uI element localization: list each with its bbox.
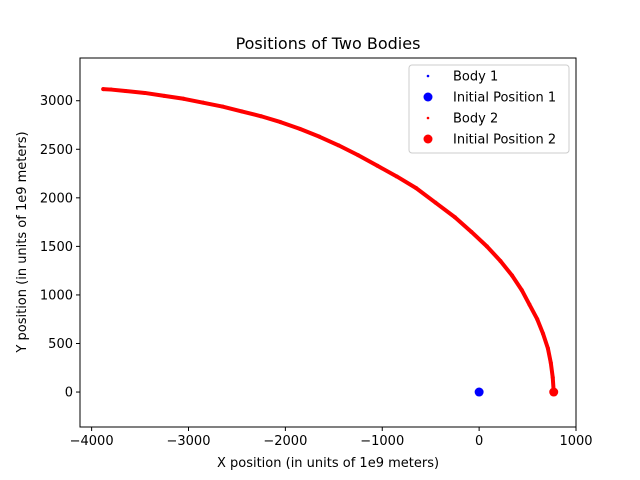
data-point (549, 387, 559, 397)
data-point (474, 387, 484, 397)
y-tick-label: 1000 (40, 288, 73, 303)
y-axis-label: Y position (in units of 1e9 meters) (15, 131, 30, 353)
data-point (519, 288, 524, 293)
data-point (297, 126, 302, 131)
y-tick-label: 1500 (40, 240, 73, 255)
x-tick-label: −2000 (263, 434, 307, 449)
data-point (548, 360, 553, 365)
data-point (452, 215, 457, 220)
series-layer (101, 87, 559, 397)
y-tick-label: 0 (65, 386, 73, 401)
data-point (123, 89, 128, 94)
data-point (394, 174, 399, 179)
data-point (541, 331, 546, 336)
data-point (510, 273, 515, 278)
data-point (181, 96, 186, 101)
series-3 (549, 387, 559, 397)
legend-label: Body 2 (453, 112, 498, 127)
data-point (142, 90, 147, 95)
legend-label: Body 1 (453, 70, 498, 85)
y-tick-label: 2500 (40, 143, 73, 158)
data-point (356, 153, 361, 158)
data-point (201, 100, 206, 105)
data-point (414, 186, 419, 191)
legend-marker (423, 92, 433, 102)
data-point (484, 244, 489, 249)
y-tick-label: 2000 (40, 191, 73, 206)
data-point (375, 163, 380, 168)
x-tick-label: −1000 (360, 434, 404, 449)
legend-entries: Body 1 Initial Position 1 Body 2 Initial Po… (423, 70, 556, 148)
data-point (550, 375, 555, 380)
data-point (259, 114, 264, 119)
x-tick-label: −3000 (167, 434, 211, 449)
data-point (317, 134, 322, 139)
x-tick-label: −4000 (70, 434, 114, 449)
data-point (535, 317, 540, 322)
x-axis-ticks: −4000 −3000 −2000 −1000 0 1000 (70, 427, 593, 449)
data-point (498, 258, 503, 263)
data-point (527, 302, 532, 307)
y-tick-label: 3000 (40, 94, 73, 109)
legend-marker (426, 74, 430, 78)
data-point (336, 143, 341, 148)
data-point (101, 87, 106, 92)
data-point (239, 109, 244, 114)
legend-label: Initial Position 2 (453, 133, 556, 148)
series-1 (474, 387, 484, 397)
data-point (469, 229, 474, 234)
series-trajectory (101, 87, 556, 395)
data-point (433, 200, 438, 205)
legend-label: Initial Position 1 (453, 91, 556, 106)
chart-title: Positions of Two Bodies (236, 34, 421, 53)
legend-box (408, 64, 570, 154)
data-point (220, 104, 225, 109)
legend-marker (423, 134, 433, 144)
legend: Body 1 Initial Position 1 Body 2 Initial Po… (408, 64, 570, 154)
legend-marker (426, 116, 430, 120)
y-tick-label: 500 (48, 337, 73, 352)
data-point (109, 87, 113, 92)
x-tick-label: 1000 (559, 434, 592, 449)
data-point (278, 120, 283, 125)
x-tick-label: 0 (475, 434, 483, 449)
x-axis-label: X position (in units of 1e9 meters) (217, 456, 439, 471)
y-axis-ticks: 0 500 1000 1500 2000 2500 3000 (40, 94, 80, 401)
data-point (162, 93, 167, 98)
data-point (545, 346, 550, 351)
